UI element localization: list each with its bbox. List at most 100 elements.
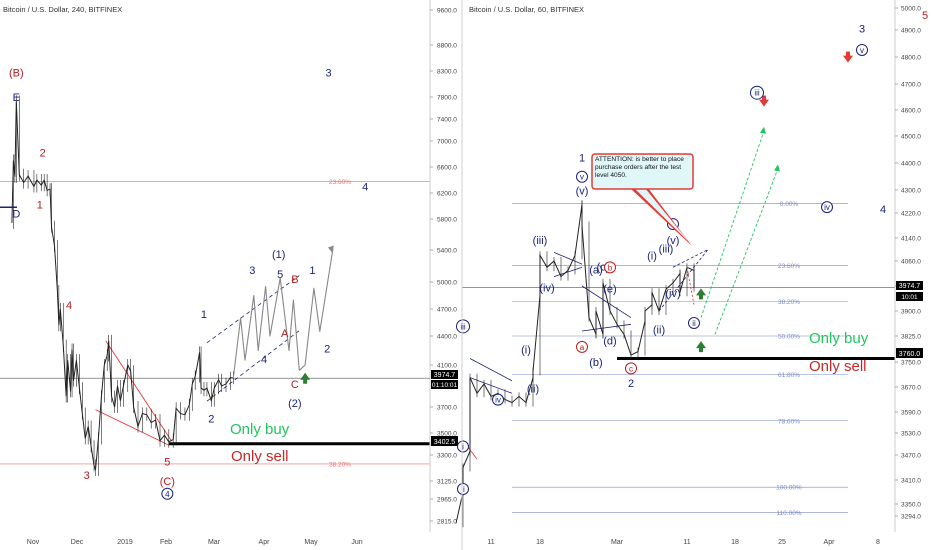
left-wave-label: 2 <box>40 148 46 160</box>
left-wave-label: 3 <box>249 265 255 277</box>
right-fib-label: 110.00% <box>776 510 801 517</box>
right-channel-upper <box>672 249 709 268</box>
left-only-buy-label: Only buy <box>230 421 290 438</box>
left-wave-label: (1) <box>272 249 285 261</box>
right-time-axis: 11 18 Mar 11 18 25 Apr 8 <box>487 539 880 546</box>
left-wave-label: (C) <box>160 476 175 488</box>
right-wave-circle <box>856 43 868 56</box>
right-price-tick-label: 3900.0 <box>901 309 921 316</box>
right-only-sell-label: Only sell <box>809 358 867 375</box>
left-time-tick-label: Apr <box>259 539 271 546</box>
right-green-projection-2 <box>714 168 779 335</box>
left-price-tick-label: 5800.0 <box>437 217 457 224</box>
right-price-tick-label: 3294.0 <box>901 514 921 521</box>
left-price-tick-label: 6200.0 <box>437 191 457 198</box>
right-wave-label: ii <box>692 319 696 328</box>
right-wave-label: (i) <box>521 344 531 356</box>
right-price-tick-label: 4500.0 <box>901 134 921 141</box>
right-wave-label: c <box>629 364 633 373</box>
left-price-tick-label: 7800.0 <box>437 95 457 102</box>
left-price-tick-label: 9600.0 <box>437 8 457 15</box>
left-wedge-upper <box>105 340 173 442</box>
left-fib-levels: 23.60% 38.20% <box>0 179 430 468</box>
right-wave-label: (iv) <box>539 282 554 294</box>
right-time-tick-label: 8 <box>876 539 880 546</box>
right-fib-label: 100.00% <box>776 485 802 492</box>
right-wave-label: (iii) <box>533 235 548 247</box>
left-price-tick-label: 8300.0 <box>437 69 457 76</box>
right-time-tick-label: 11 <box>487 539 494 546</box>
attention-callout: ATTENTION: is better to place purchase o… <box>591 153 694 246</box>
left-buy-arrow-icon <box>300 372 311 384</box>
right-price-tick-label: 3410.0 <box>901 478 921 485</box>
right-price-tick-label: 3750.0 <box>901 360 921 367</box>
left-channel-lower <box>206 330 300 402</box>
left-wave-label: (2) <box>288 398 301 410</box>
right-fib-label: 23.60% <box>778 263 800 270</box>
right-price-tick-label: 4300.0 <box>901 188 921 195</box>
right-price-tick-label: 4400.0 <box>901 161 921 168</box>
left-price-axis: 9600.0 8800.0 8300.0 7800.0 7400.0 7000.0 6600… <box>430 8 457 526</box>
right-channel-lower <box>658 249 709 312</box>
left-time-tick-label: Nov <box>27 539 40 546</box>
callout-text: ATTENTION: is better to place purchase o… <box>595 156 684 179</box>
right-triangle2-upper <box>553 252 583 265</box>
left-price-tick-label: 5400.0 <box>437 248 457 255</box>
left-wave-label: D <box>12 209 20 221</box>
right-wave-labels: iiiiiiiv(i)(ii)(iii)(iv)1v(v)(a)(b)a(c)b… <box>456 10 928 495</box>
left-price-tick-label: 4700.0 <box>437 307 457 314</box>
right-wave-label: ii <box>461 485 465 494</box>
right-green-arrowhead <box>760 126 766 134</box>
left-last-price-tag: 3974.7 01:10:01 <box>431 370 458 389</box>
left-level-tag: 3402.5 <box>431 436 458 446</box>
right-wave-label: 1 <box>579 153 585 165</box>
right-wave-label: v <box>860 46 864 55</box>
left-projection-path <box>232 248 334 379</box>
left-wave-label: 5 <box>164 456 170 468</box>
right-time-tick-label: Mar <box>611 539 624 546</box>
left-wave-label: 5 <box>277 269 283 281</box>
left-price-tick-label: 3700.0 <box>437 405 457 412</box>
left-projection-lines <box>232 245 334 384</box>
right-price-tick-label: 4800.0 <box>901 55 921 62</box>
left-wave-label: 4 <box>362 181 368 193</box>
left-wave-label: 4 <box>165 490 170 499</box>
right-wave-label: (e) <box>603 283 616 295</box>
right-sell-arrow-icon <box>759 95 769 107</box>
right-wave-label: (d) <box>603 336 616 348</box>
right-projection-lines <box>686 51 853 353</box>
right-wave-circle <box>821 201 833 214</box>
left-level-value: 3402.5 <box>434 439 456 446</box>
right-chart-title: Bitcoin / U.S. Dollar, 60, BITFINEX <box>469 5 584 14</box>
right-price-tick-label: 4060.0 <box>901 259 921 266</box>
right-wave-circle <box>576 340 588 353</box>
right-wave-label: iii <box>754 89 760 98</box>
left-price-tick-label: 7400.0 <box>437 117 457 124</box>
right-wave-label: (ii) <box>527 383 539 395</box>
right-fib-label: 78.60% <box>778 418 800 425</box>
right-last-price-tag: 3974.7 10:01 <box>896 281 923 301</box>
left-last-price: 3974.7 <box>434 372 456 379</box>
left-wave-label: 4 <box>66 300 72 312</box>
left-wave-label: E <box>13 92 20 104</box>
right-price-tick-label: 3825.0 <box>901 334 921 341</box>
left-time-tick-label: Dec <box>71 539 84 546</box>
left-price-tick-label: 3300.0 <box>437 453 457 460</box>
left-trend-lines <box>0 206 430 446</box>
right-wave-label: (iii) <box>659 243 674 255</box>
right-wave-label: (iv) <box>665 288 680 300</box>
right-level-tag: 3760.0 <box>896 348 923 358</box>
right-buy-arrow-icon <box>696 341 706 353</box>
right-fib-label: 38.20% <box>778 299 800 306</box>
right-only-buy-label: Only buy <box>809 330 869 347</box>
left-price-tick-label: 5000.0 <box>437 280 457 287</box>
right-time-tick-label: 18 <box>536 539 544 546</box>
right-fib-label: 0.00% <box>780 201 799 208</box>
left-wave-label: C <box>291 379 299 391</box>
left-wave-label: 3 <box>326 68 332 80</box>
left-time-tick-label: Jun <box>351 539 362 546</box>
right-fib-levels: 0.00% 23.60% 38.20% 50.00% 61.80% 78.60% 100.0… <box>512 201 848 517</box>
right-wave-circle <box>456 319 470 334</box>
right-price-tick-label: 4140.0 <box>901 236 921 243</box>
left-price-tick-label: 2815.0 <box>437 519 457 526</box>
